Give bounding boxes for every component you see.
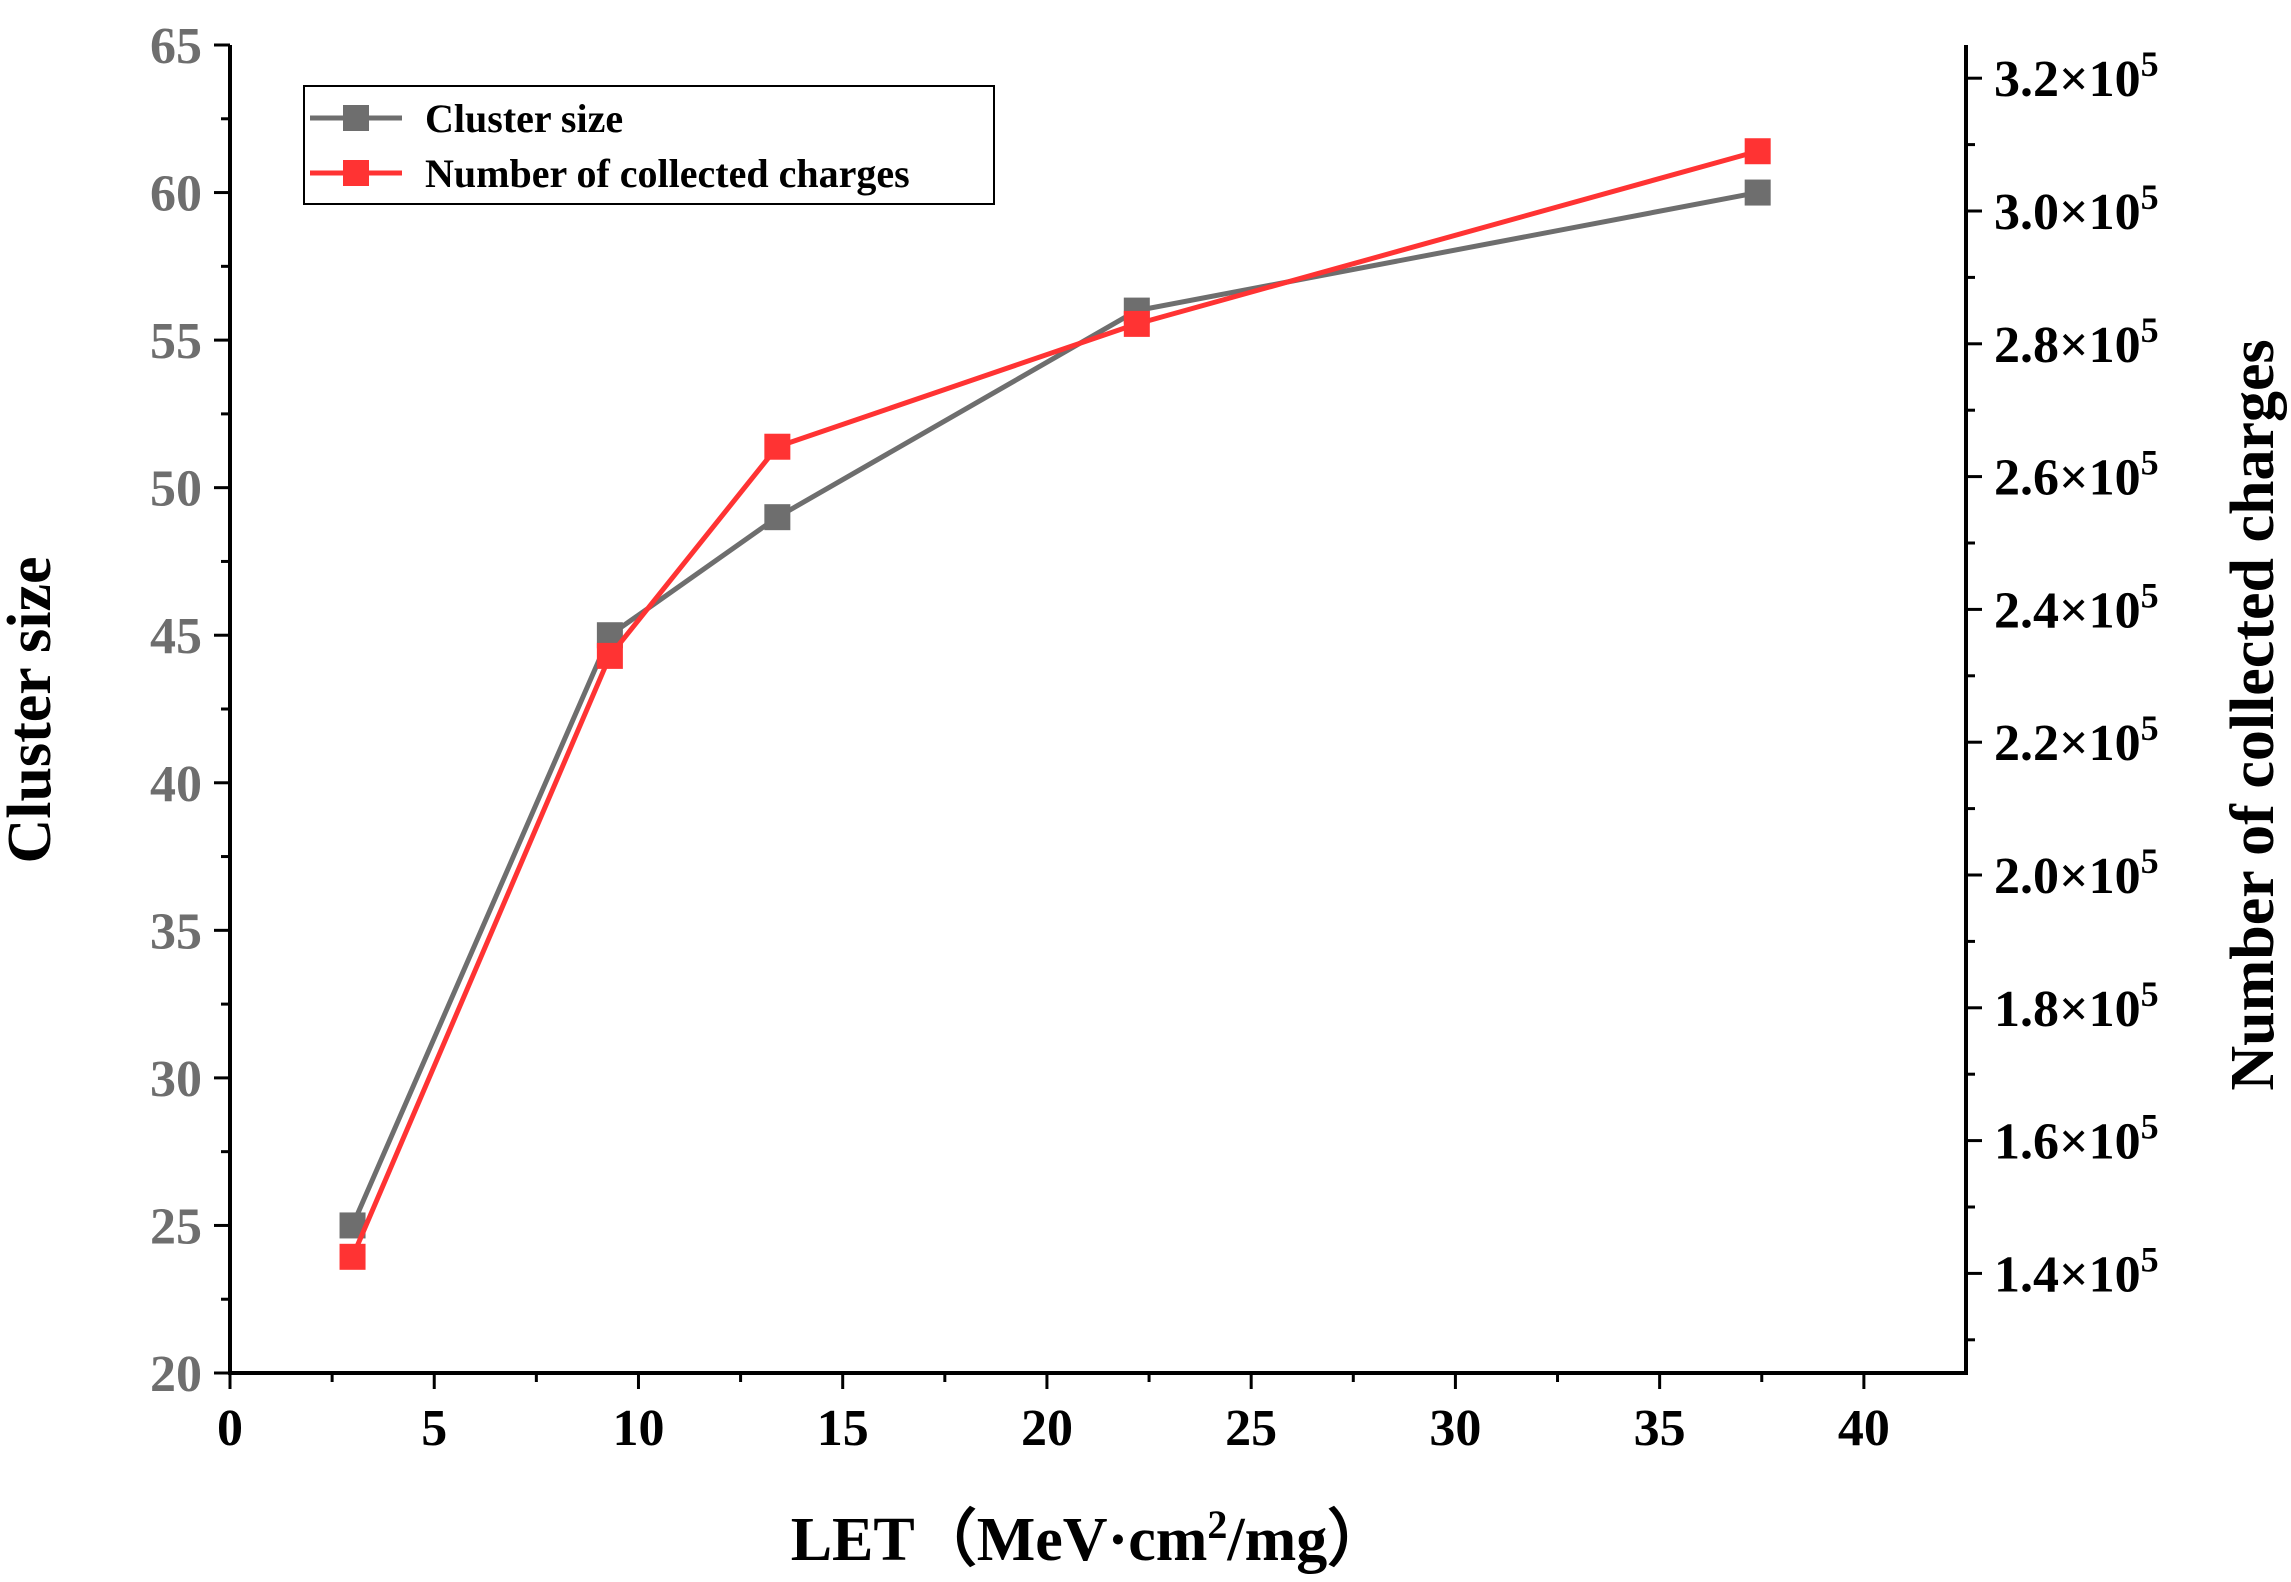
data-point-cluster-size bbox=[764, 504, 791, 531]
y-right-tick-exponent: 5 bbox=[2141, 177, 2159, 217]
legend-marker-collected-charges bbox=[343, 160, 369, 186]
y-right-tick-label: 3.0×105 bbox=[1994, 177, 2159, 241]
data-point-collected-charges bbox=[339, 1243, 366, 1270]
series-line-collected-charges bbox=[350, 148, 1759, 1258]
y-left-tick-label: 55 bbox=[150, 313, 202, 370]
x-tick-label: 40 bbox=[1838, 1400, 1890, 1457]
series-layer bbox=[339, 138, 1771, 1270]
y-right-tick-exponent: 5 bbox=[2141, 974, 2159, 1014]
y-right-tick-mantissa: 2.2×10 bbox=[1994, 715, 2141, 772]
y-right-tick-mantissa: 2.8×10 bbox=[1994, 317, 2141, 374]
data-point-collected-charges bbox=[764, 433, 791, 460]
y-right-tick-exponent: 5 bbox=[2141, 575, 2159, 615]
y-right-tick-exponent: 5 bbox=[2141, 708, 2159, 748]
series-line-cluster-size bbox=[350, 190, 1759, 1227]
y-right-tick-exponent: 5 bbox=[2141, 443, 2159, 483]
y-left-tick-label: 65 bbox=[150, 18, 202, 75]
legend-marker-cluster-size bbox=[343, 105, 369, 131]
y-right-tick-label: 1.6×105 bbox=[1994, 1107, 2159, 1171]
y-right-tick-mantissa: 2.6×10 bbox=[1994, 450, 2141, 507]
data-point-collected-charges bbox=[1123, 310, 1150, 337]
x-axis-title-prefix: LET（MeV·cm bbox=[791, 1504, 1208, 1574]
y-left-tick-label: 40 bbox=[150, 756, 202, 813]
y-right-tick-mantissa: 1.4×10 bbox=[1994, 1246, 2141, 1303]
y-left-tick-label: 45 bbox=[150, 608, 202, 665]
y-right-tick-mantissa: 1.6×10 bbox=[1994, 1114, 2141, 1171]
legend: Cluster size Number of collected charges bbox=[303, 85, 995, 205]
y-right-axis-title: Number of collected charges bbox=[2219, 339, 2287, 1090]
y-right-tick-exponent: 5 bbox=[2141, 841, 2159, 881]
x-tick-label: 30 bbox=[1429, 1400, 1481, 1457]
x-axis-title: LET（MeV·cm2/mg） bbox=[791, 1502, 1390, 1574]
x-tick-label: 35 bbox=[1634, 1400, 1686, 1457]
legend-label-collected-charges: Number of collected charges bbox=[425, 151, 910, 196]
y-right-tick-label: 3.2×105 bbox=[1994, 44, 2159, 108]
legend-label-cluster-size: Cluster size bbox=[425, 96, 623, 141]
y-right-tick-label: 2.0×105 bbox=[1994, 841, 2159, 905]
x-tick-label: 25 bbox=[1225, 1400, 1277, 1457]
y-left-tick-label: 30 bbox=[150, 1051, 202, 1108]
y-left-tick-label: 50 bbox=[150, 461, 202, 518]
x-tick-label: 20 bbox=[1021, 1400, 1073, 1457]
ticks: 0 5 10 15 20 25 30 35 40202530354045505560651.4×… bbox=[150, 18, 2159, 1457]
y-right-tick-mantissa: 2.0×10 bbox=[1994, 848, 2141, 905]
y-right-tick-label: 2.8×105 bbox=[1994, 310, 2159, 374]
y-left-tick-label: 25 bbox=[150, 1198, 202, 1255]
y-right-tick-mantissa: 2.4×10 bbox=[1994, 582, 2141, 639]
y-left-tick-label: 20 bbox=[150, 1346, 202, 1403]
x-tick-label: 10 bbox=[612, 1400, 664, 1457]
x-tick-label: 15 bbox=[817, 1400, 869, 1457]
y-right-tick-mantissa: 3.2×10 bbox=[1994, 51, 2141, 108]
y-right-tick-label: 2.6×105 bbox=[1994, 443, 2159, 507]
y-right-tick-label: 1.4×105 bbox=[1994, 1239, 2159, 1303]
y-right-tick-label: 2.2×105 bbox=[1994, 708, 2159, 772]
y-left-tick-label: 60 bbox=[150, 166, 202, 223]
x-axis-title-suffix: /mg） bbox=[1226, 1504, 1389, 1574]
axes bbox=[228, 45, 1968, 1375]
y-right-tick-exponent: 5 bbox=[2141, 44, 2159, 84]
data-point-collected-charges bbox=[1744, 138, 1771, 165]
y-left-tick-label: 35 bbox=[150, 903, 202, 960]
y-right-tick-exponent: 5 bbox=[2141, 1107, 2159, 1147]
y-left-axis-title: Cluster size bbox=[0, 556, 64, 863]
y-right-tick-label: 2.4×105 bbox=[1994, 575, 2159, 639]
x-tick-label: 0 bbox=[217, 1400, 243, 1457]
y-right-tick-exponent: 5 bbox=[2141, 310, 2159, 350]
x-axis-title-sup: 2 bbox=[1207, 1502, 1227, 1547]
data-point-collected-charges bbox=[596, 642, 623, 669]
y-right-tick-exponent: 5 bbox=[2141, 1239, 2159, 1279]
x-tick-label: 5 bbox=[421, 1400, 447, 1457]
legend-box bbox=[303, 85, 995, 205]
data-point-cluster-size bbox=[1744, 179, 1771, 206]
y-right-tick-label: 1.8×105 bbox=[1994, 974, 2159, 1038]
y-right-tick-mantissa: 3.0×10 bbox=[1994, 184, 2141, 241]
y-right-tick-mantissa: 1.8×10 bbox=[1994, 981, 2141, 1038]
